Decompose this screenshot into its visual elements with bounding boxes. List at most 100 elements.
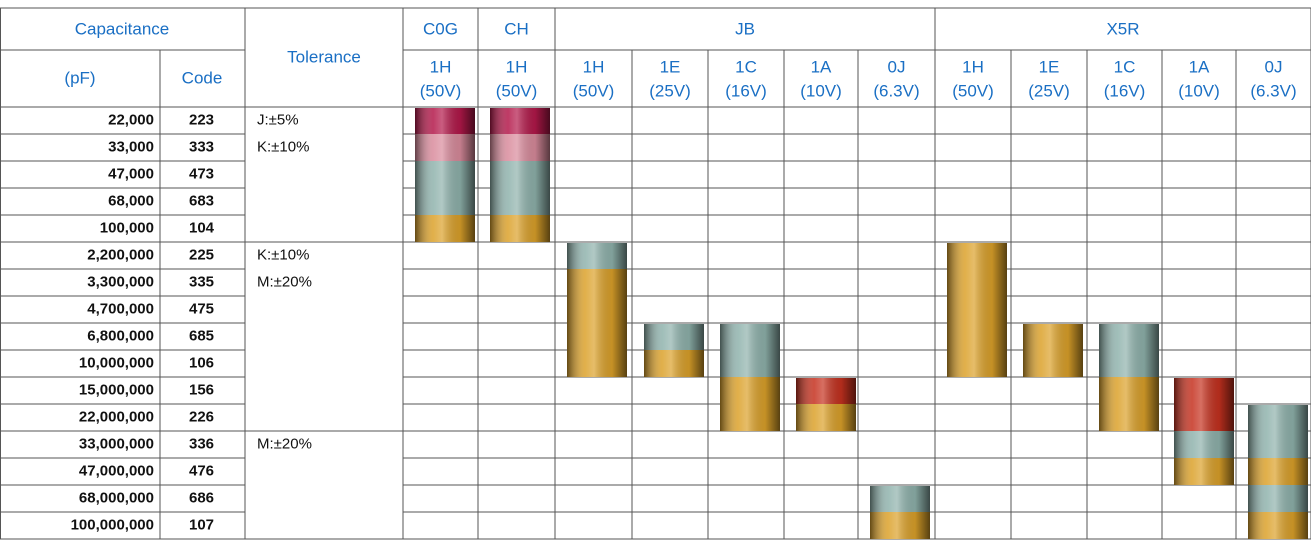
bar-shade: [1174, 458, 1234, 485]
bar-shade: [567, 243, 627, 269]
code-value: 473: [189, 165, 214, 182]
code-value: 226: [189, 408, 214, 425]
bar-shade: [1248, 405, 1308, 431]
column-rating: 1E: [660, 57, 681, 76]
bar-shade: [720, 377, 780, 404]
group-label: C0G: [423, 19, 458, 38]
code-value: 475: [189, 300, 214, 317]
column-voltage: (16V): [1104, 81, 1146, 100]
tolerance-text: K:±10%: [257, 246, 309, 263]
bar-shade: [947, 269, 1007, 296]
bar-shade: [870, 486, 930, 512]
code-value: 333: [189, 138, 214, 155]
page: {"header": {"capacitance": "Capacitance"…: [0, 0, 1311, 543]
column-voltage: (50V): [573, 81, 615, 100]
code-value: 225: [189, 246, 214, 263]
tolerance-text: J:±5%: [257, 111, 299, 128]
capacitance-value: 33,000: [108, 138, 154, 155]
code-value: 107: [189, 516, 214, 533]
code-value: 476: [189, 462, 214, 479]
capacitance-value: 22,000: [108, 111, 154, 128]
column-voltage: (25V): [649, 81, 691, 100]
bar-shade: [415, 108, 475, 134]
column-rating: 1H: [430, 57, 452, 76]
bar-shade: [415, 215, 475, 242]
capacitance-value: 100,000,000: [71, 516, 154, 533]
header-capacitance: Capacitance: [75, 19, 170, 38]
column-rating: 1A: [1189, 57, 1210, 76]
bar-shade: [1174, 431, 1234, 458]
bar-shade: [490, 134, 550, 161]
bar-shade: [490, 188, 550, 215]
bar-shade: [720, 324, 780, 350]
code-value: 683: [189, 192, 214, 209]
column-voltage: (10V): [1178, 81, 1220, 100]
bar-shade: [720, 350, 780, 377]
capacitance-value: 100,000: [100, 219, 154, 236]
capacitance-value: 2,200,000: [87, 246, 154, 263]
column-voltage: (50V): [496, 81, 538, 100]
column-voltage: (25V): [1028, 81, 1070, 100]
capacitance-value: 68,000: [108, 192, 154, 209]
bar-shade: [1099, 404, 1159, 431]
header-unit: (pF): [64, 68, 95, 87]
bar-shade: [947, 296, 1007, 323]
bar-shade: [644, 350, 704, 377]
bar-shade: [415, 134, 475, 161]
column-rating: 1A: [811, 57, 832, 76]
bar-shade: [490, 215, 550, 242]
bar-shade: [567, 269, 627, 296]
capacitance-value: 68,000,000: [79, 489, 154, 506]
bar-shade: [1023, 350, 1083, 377]
column-voltage: (50V): [420, 81, 462, 100]
group-label: X5R: [1106, 19, 1139, 38]
bar-shade: [796, 404, 856, 431]
bar-shade: [1023, 324, 1083, 350]
bar-shade: [947, 350, 1007, 377]
bar-shade: [415, 188, 475, 215]
column-rating: 1E: [1039, 57, 1060, 76]
tolerance-text: K:±10%: [257, 138, 309, 155]
bar-shade: [796, 378, 856, 404]
bar-shade: [490, 108, 550, 134]
bar-shade: [1248, 458, 1308, 485]
code-value: 685: [189, 327, 214, 344]
bar-shade: [1099, 377, 1159, 404]
bar-shade: [567, 323, 627, 350]
column-rating: 1H: [506, 57, 528, 76]
column-rating: 1C: [1114, 57, 1136, 76]
capacitance-value: 47,000: [108, 165, 154, 182]
bar-shade: [1248, 512, 1308, 539]
column-voltage: (50V): [952, 81, 994, 100]
bar-shade: [720, 404, 780, 431]
bar-shade: [644, 324, 704, 350]
bar-shade: [1248, 431, 1308, 458]
bar-shade: [1099, 324, 1159, 350]
bar-shade: [415, 161, 475, 188]
bar-shade: [1099, 350, 1159, 377]
bar-shade: [490, 161, 550, 188]
code-value: 336: [189, 435, 214, 452]
column-rating: 1H: [962, 57, 984, 76]
bar-shade: [567, 296, 627, 323]
capacitance-value: 15,000,000: [79, 381, 154, 398]
bar-shade: [567, 350, 627, 377]
code-value: 156: [189, 381, 214, 398]
column-rating: 0J: [888, 57, 906, 76]
column-voltage: (6.3V): [873, 81, 919, 100]
header-code: Code: [182, 68, 223, 87]
tolerance-text: M:±20%: [257, 435, 312, 452]
column-voltage: (10V): [800, 81, 842, 100]
group-label: CH: [504, 19, 529, 38]
capacitance-value: 22,000,000: [79, 408, 154, 425]
column-voltage: (6.3V): [1250, 81, 1296, 100]
group-label: JB: [735, 19, 755, 38]
column-rating: 1H: [583, 57, 605, 76]
bar-shade: [1174, 404, 1234, 431]
capacitance-value: 3,300,000: [87, 273, 154, 290]
code-value: 686: [189, 489, 214, 506]
capacitance-value: 47,000,000: [79, 462, 154, 479]
capacitance-value: 6,800,000: [87, 327, 154, 344]
bar-shade: [1174, 378, 1234, 404]
spec-table: Capacitance (pF) Code Tolerance C0GCHJBX…: [0, 0, 1311, 543]
